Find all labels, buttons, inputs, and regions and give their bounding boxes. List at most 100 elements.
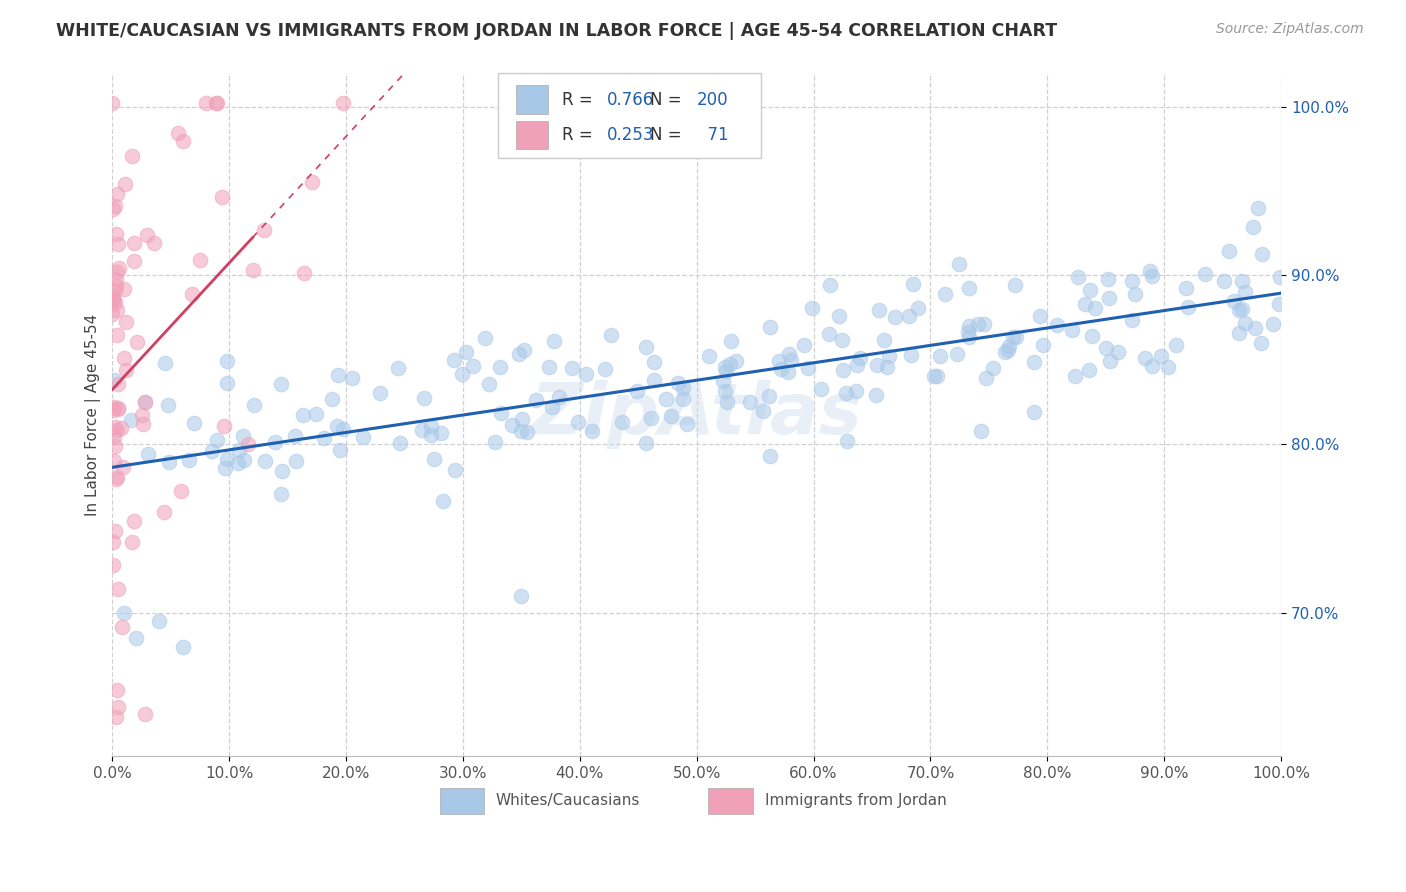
Point (779, 352, 801, 367)
Point (332, 422, 354, 436)
Point (478, 377, 501, 392)
Point (831, 362, 853, 376)
Point (114, 315, 136, 329)
Point (1150, 349, 1173, 363)
Point (205, 96, 228, 111)
Point (135, 227, 157, 242)
Point (105, 423, 128, 437)
Point (214, 460, 236, 475)
Point (957, 330, 980, 344)
Point (575, 367, 598, 381)
Point (368, 386, 391, 401)
Point (776, 365, 799, 379)
Point (922, 368, 945, 383)
Point (105, 470, 128, 484)
Point (540, 400, 562, 414)
Point (1123, 286, 1146, 301)
Point (1098, 291, 1121, 305)
Point (107, 377, 129, 392)
Point (121, 534, 143, 549)
Point (981, 360, 1004, 375)
Point (593, 362, 616, 376)
Point (413, 391, 436, 405)
Point (600, 328, 623, 343)
Point (1097, 271, 1119, 285)
Point (778, 347, 800, 361)
Point (325, 419, 347, 434)
Point (103, 374, 125, 388)
Point (907, 301, 929, 315)
Text: N =: N = (650, 91, 688, 109)
Point (1212, 274, 1234, 288)
Point (831, 333, 853, 347)
Point (153, 505, 176, 519)
Point (974, 371, 997, 385)
Point (711, 374, 734, 388)
Point (973, 317, 995, 331)
Point (927, 368, 949, 383)
Point (112, 460, 135, 475)
Point (183, 417, 205, 431)
Point (270, 376, 292, 391)
Point (610, 415, 633, 429)
Point (567, 416, 589, 430)
Point (423, 451, 446, 466)
Text: Immigrants from Jordan: Immigrants from Jordan (765, 793, 946, 808)
Point (432, 494, 454, 508)
Text: 200: 200 (697, 91, 728, 109)
Point (998, 339, 1021, 353)
Point (510, 424, 533, 438)
FancyBboxPatch shape (709, 789, 752, 814)
Point (636, 340, 658, 354)
Point (101, 558, 124, 573)
Point (883, 310, 905, 324)
Point (188, 252, 211, 267)
Point (291, 409, 314, 423)
Point (120, 413, 142, 427)
Point (104, 283, 127, 297)
Point (561, 360, 583, 375)
Point (837, 434, 859, 449)
Point (104, 278, 127, 293)
Point (1098, 354, 1121, 368)
Point (136, 447, 159, 461)
Point (835, 386, 858, 401)
Point (1270, 269, 1292, 284)
Point (114, 177, 136, 191)
Point (252, 222, 274, 236)
Point (101, 202, 124, 217)
Point (332, 96, 354, 111)
Point (254, 454, 277, 468)
Point (1002, 330, 1025, 344)
Point (946, 347, 969, 361)
Text: Whites/Caucasians: Whites/Caucasians (496, 793, 640, 808)
Point (121, 149, 143, 163)
Point (1078, 283, 1101, 297)
Point (659, 409, 682, 423)
Point (305, 407, 328, 421)
Point (768, 353, 790, 368)
Point (1234, 316, 1257, 330)
Point (716, 395, 738, 409)
Point (232, 453, 254, 467)
Point (352, 430, 374, 444)
Point (181, 286, 204, 301)
Point (205, 96, 228, 111)
Point (1081, 328, 1104, 343)
Point (581, 424, 603, 438)
Point (454, 344, 477, 359)
Point (104, 199, 127, 213)
Point (759, 449, 782, 463)
Text: 0.253: 0.253 (607, 126, 654, 145)
Point (1263, 318, 1285, 332)
Point (672, 381, 695, 395)
Point (900, 347, 922, 361)
Point (846, 358, 869, 372)
Point (411, 423, 433, 437)
Point (270, 486, 292, 500)
Point (201, 444, 224, 458)
Point (1194, 267, 1216, 281)
Point (270, 464, 292, 478)
Point (1094, 341, 1116, 355)
Point (866, 358, 889, 372)
